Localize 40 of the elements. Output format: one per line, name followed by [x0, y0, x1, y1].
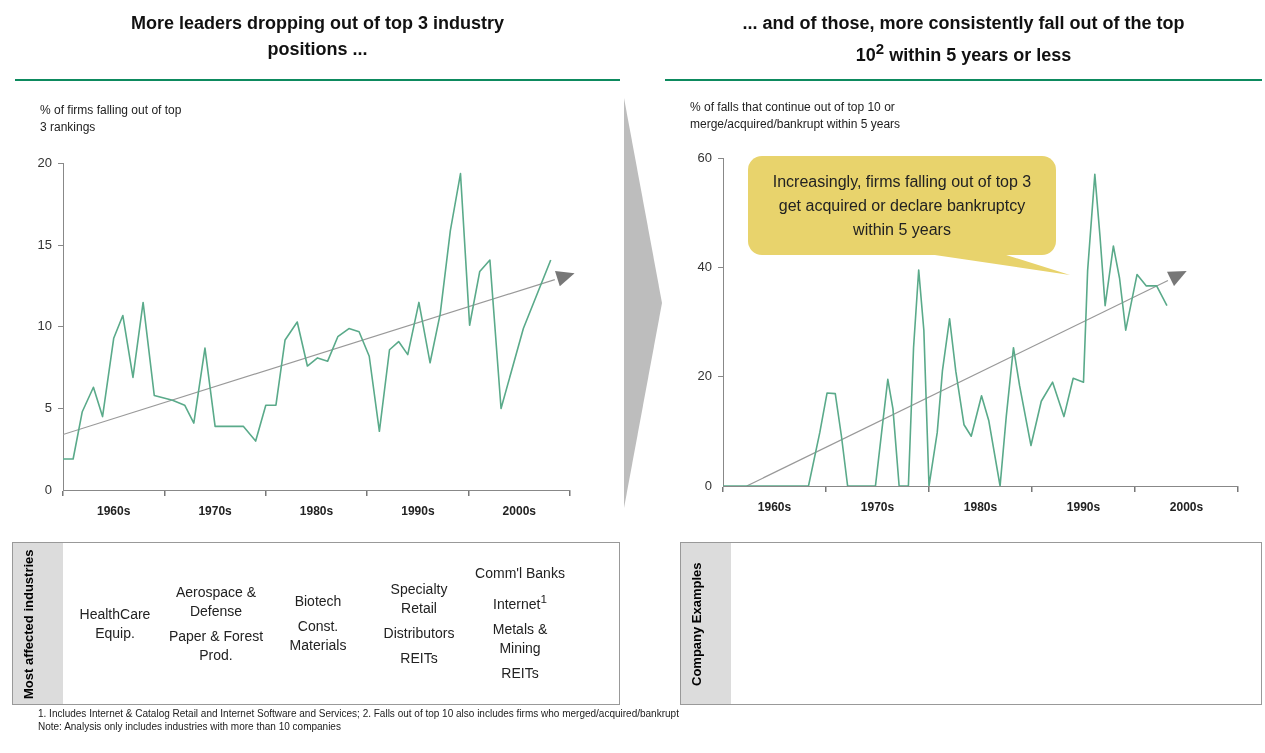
text: Distributors — [383, 623, 455, 643]
chart-title: More leaders dropping out of top 3 industry positions ... — [130, 13, 504, 59]
y-tick-label: 20 — [37, 155, 52, 171]
text: Note: Analysis only includes industries with more than 10 companies — [38, 720, 342, 733]
annotation: Increasingly, firms falling out of top 3 get acquired or declare bankruptcy within 5 years — [771, 171, 1033, 240]
y-tick-label: 5 — [44, 400, 52, 416]
x-tick-label: 1960s — [757, 499, 792, 514]
text: Aerospace & Defense — [174, 582, 258, 621]
x-tick-label: 1970s — [198, 503, 233, 518]
x-tick-label: 2000s — [502, 503, 537, 518]
text: Company Examples — [689, 561, 704, 686]
text: 1. Includes Internet & Catalog Retail and Internet Software and Services; 2. Falls out of top 10 also includes firms who merged/acquired/bankrupt — [38, 707, 680, 720]
text: Biotech — [294, 592, 342, 611]
x-tick-label: 1990s — [1066, 499, 1101, 514]
text: Comm'l Banks — [475, 564, 565, 584]
y-tick-label: 40 — [697, 258, 712, 274]
text: Metals & Mining — [491, 619, 549, 658]
text: Const. Materials — [288, 617, 348, 655]
text: Internet$^{1}$ — [493, 591, 547, 614]
text: Specialty Retail — [389, 579, 449, 618]
y-axis-title: % of firms falling out of top 3 rankings — [40, 103, 182, 134]
x-tick-label: 1970s — [860, 499, 895, 514]
y-tick-label: 10 — [37, 318, 52, 334]
text: Paper & Forest Prod. — [168, 626, 264, 665]
text: REITs — [501, 663, 539, 683]
y-tick-label: 15 — [37, 236, 52, 252]
text: HealthCare Equip. — [78, 604, 152, 643]
y-tick-label: 0 — [704, 477, 712, 493]
x-tick-label: 1960s — [97, 503, 131, 518]
x-tick-label: 2000s — [1169, 499, 1204, 514]
y-axis-title: % of falls that continue out of top 10 or merge/acquired/bankrupt within 5 years — [690, 100, 901, 131]
y-tick-label: 20 — [697, 368, 712, 384]
x-tick-label: 1980s — [299, 503, 334, 518]
x-tick-label: 1990s — [401, 503, 435, 518]
y-tick-label: 0 — [44, 481, 52, 497]
y-tick-label: 60 — [697, 149, 712, 165]
x-tick-label: 1980s — [963, 499, 998, 514]
text: Most affected industries — [21, 548, 36, 699]
text: REITs — [400, 648, 438, 668]
chart-title: ... and of those, more consistently fall out of the top 10$^{2}$ within 5 years or less — [742, 13, 1185, 65]
